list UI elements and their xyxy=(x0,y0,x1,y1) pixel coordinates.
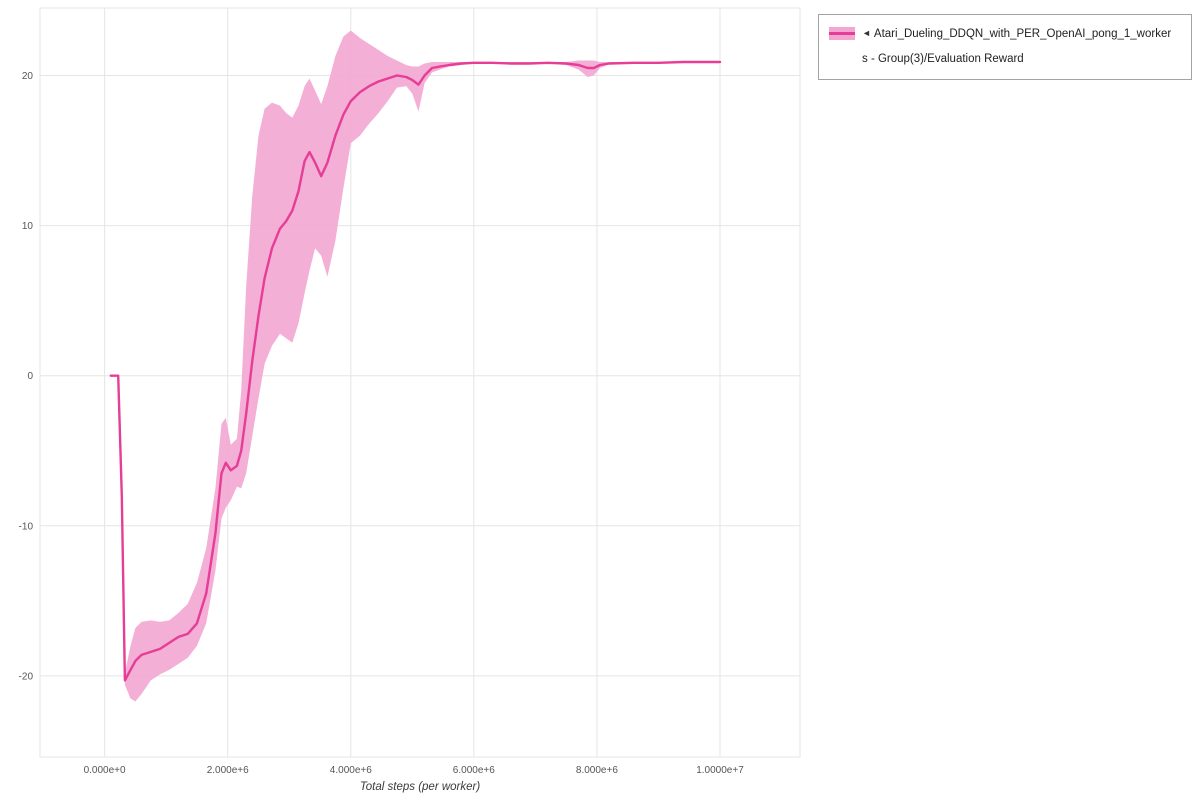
y-tick-label: -20 xyxy=(19,671,34,682)
legend-label: ◄ Atari_Dueling_DDQN_with_PER_OpenAI_pong… xyxy=(862,21,1171,72)
x-axis-title: Total steps (per worker) xyxy=(359,781,481,793)
x-tick-label: 4.000e+6 xyxy=(330,765,372,776)
mean-line xyxy=(109,60,722,682)
x-tick-label: 0.000e+0 xyxy=(84,765,126,776)
legend-label-line2: s - Group(3)/Evaluation Reward xyxy=(862,53,1024,65)
y-tick-label: 20 xyxy=(22,71,34,82)
collapse-triangle-icon[interactable]: ◄ xyxy=(862,28,871,38)
y-tick-label: 10 xyxy=(22,221,34,232)
y-tick-label: 0 xyxy=(27,371,33,382)
x-tick-label: 6.000e+6 xyxy=(453,765,495,776)
x-tick-label: 1.0000e+7 xyxy=(696,765,744,776)
y-tick-label: -10 xyxy=(19,521,34,532)
legend-swatch-line-icon xyxy=(829,32,855,35)
x-tick-label: 2.000e+6 xyxy=(207,765,249,776)
legend[interactable]: ◄ Atari_Dueling_DDQN_with_PER_OpenAI_pong… xyxy=(818,14,1192,80)
legend-swatch-icon xyxy=(829,27,855,40)
confidence-band xyxy=(110,30,721,702)
plot-border xyxy=(39,7,801,758)
legend-label-line1: Atari_Dueling_DDQN_with_PER_OpenAI_pong_… xyxy=(873,28,1172,40)
x-tick-label: 8.000e+6 xyxy=(576,765,618,776)
